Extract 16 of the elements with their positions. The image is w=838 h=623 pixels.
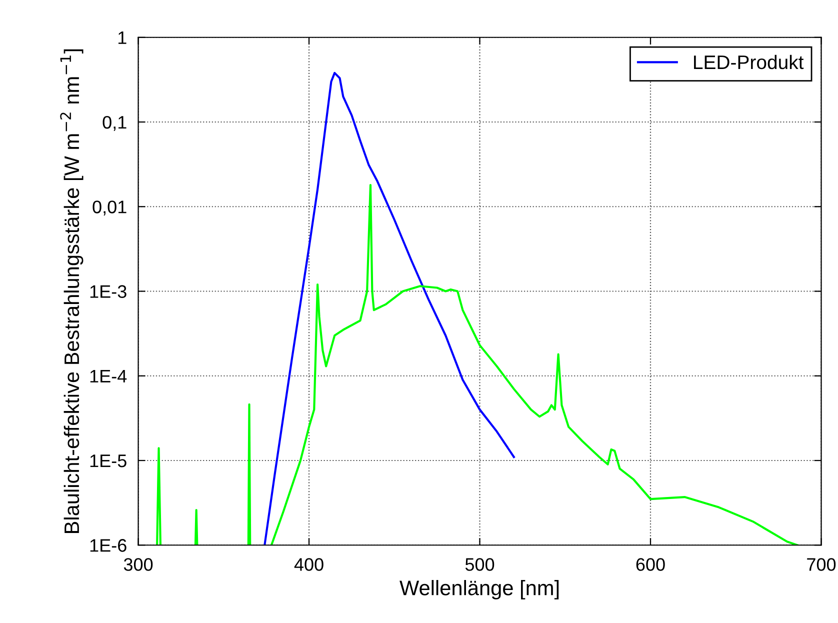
y-tick-label: 1E-5: [90, 454, 126, 468]
line-series: [264, 72, 515, 546]
x-tick-label: 400: [294, 558, 324, 571]
x-tick-label: 500: [465, 558, 494, 571]
x-tick-label: 300: [124, 558, 153, 571]
legend-label: LED-Produkt: [694, 54, 804, 70]
y-tick-label: 0,01: [92, 200, 126, 216]
x-axis-title: Wellenlänge [nm]: [400, 580, 559, 600]
x-tick-label: 700: [807, 558, 836, 571]
y-tick-label: 1: [118, 32, 126, 44]
x-tick-label: 600: [636, 558, 665, 571]
y-tick-label: 1E-6: [90, 539, 126, 552]
y-tick-label: 1E-4: [90, 370, 127, 382]
y-axis-title: Blaulicht-effektive Bestrahlungsstärke [W m$^{−2}$ nm$^{−1}$]: [60, 49, 84, 533]
y-tick-label: 0,1: [102, 116, 126, 131]
y-tick-label: 1E-3: [90, 285, 126, 298]
